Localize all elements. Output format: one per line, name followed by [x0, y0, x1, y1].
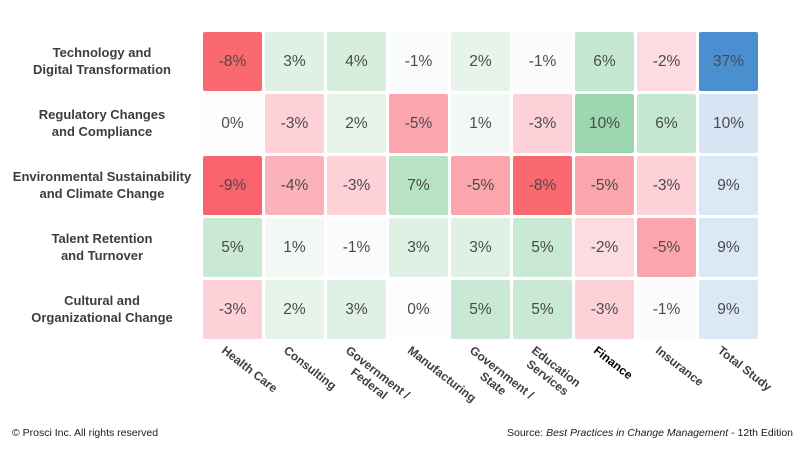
heatmap-cell: -3% — [203, 280, 262, 339]
heatmap-cell: 9% — [699, 218, 758, 277]
heatmap-cell: -1% — [513, 32, 572, 91]
row-label: Environmental Sustainability and Climate … — [12, 168, 192, 201]
heatmap-cell: -5% — [389, 94, 448, 153]
source-text: Source: Best Practices in Change Managem… — [507, 427, 793, 439]
heatmap-cell: -2% — [637, 32, 696, 91]
heatmap-cell: 9% — [699, 280, 758, 339]
heatmap-cell: -8% — [513, 156, 572, 215]
heatmap-cell: -1% — [327, 218, 386, 277]
column-label: Finance — [590, 343, 635, 383]
heatmap-cell: -1% — [637, 280, 696, 339]
column-label: Consulting — [280, 343, 339, 393]
source-title: Best Practices in Change Management — [546, 427, 729, 439]
heatmap-cell: 1% — [451, 94, 510, 153]
row-label: Talent Retention and Turnover — [51, 230, 153, 263]
heatmap-cell: -2% — [575, 218, 634, 277]
heatmap-cell: 7% — [389, 156, 448, 215]
heatmap-cell: 4% — [327, 32, 386, 91]
heatmap-cell: 9% — [699, 156, 758, 215]
heatmap-cell: 3% — [389, 218, 448, 277]
copyright-text: © Prosci Inc. All rights reserved — [12, 427, 159, 439]
source-suffix: - 12th Edition — [728, 427, 793, 439]
heatmap-cell: 10% — [575, 94, 634, 153]
heatmap-cell: -3% — [513, 94, 572, 153]
heatmap-cell: 0% — [389, 280, 448, 339]
heatmap-cell: 3% — [265, 32, 324, 91]
heatmap-grid: -8% 3% 4% -1% 2% -1% 6% -2% 37% 0% -3% 2% -5% 1% -3% 10… — [203, 32, 758, 339]
row-label: Technology and Digital Transformation — [33, 44, 171, 77]
heatmap-cell: -4% — [265, 156, 324, 215]
heatmap-cell: 5% — [513, 218, 572, 277]
column-label: Government / Federal — [342, 343, 413, 403]
column-label: Total Study — [714, 343, 774, 394]
heatmap-cell: 5% — [203, 218, 262, 277]
column-label: Health Care — [218, 343, 280, 396]
heatmap-cell: 2% — [327, 94, 386, 153]
heatmap-cell: -8% — [203, 32, 262, 91]
heatmap-cell: 3% — [451, 218, 510, 277]
heatmap-cell: 1% — [265, 218, 324, 277]
heatmap-cell: -1% — [389, 32, 448, 91]
heatmap-cell: -5% — [637, 218, 696, 277]
heatmap-cell: -3% — [575, 280, 634, 339]
heatmap-cell: 37% — [699, 32, 758, 91]
heatmap-cell: -3% — [327, 156, 386, 215]
heatmap-cell: 3% — [327, 280, 386, 339]
heatmap-cell: 2% — [265, 280, 324, 339]
heatmap-cell: -5% — [451, 156, 510, 215]
heatmap-cell: -5% — [575, 156, 634, 215]
heatmap-cell: 5% — [513, 280, 572, 339]
row-label: Regulatory Changes and Compliance — [38, 106, 166, 139]
heatmap-cell: 2% — [451, 32, 510, 91]
source-prefix: Source: — [506, 427, 547, 439]
heatmap-cell: 5% — [451, 280, 510, 339]
heatmap-cell: -3% — [265, 94, 324, 153]
heatmap-cell: 0% — [203, 94, 262, 153]
column-label: Insurance — [652, 343, 706, 390]
heatmap-cell: -9% — [203, 156, 262, 215]
heatmap-cell: 6% — [637, 94, 696, 153]
row-label: Cultural and Organizational Change — [31, 292, 173, 325]
heatmap-cell: 10% — [699, 94, 758, 153]
heatmap-cell: 6% — [575, 32, 634, 91]
heatmap-cell: -3% — [637, 156, 696, 215]
